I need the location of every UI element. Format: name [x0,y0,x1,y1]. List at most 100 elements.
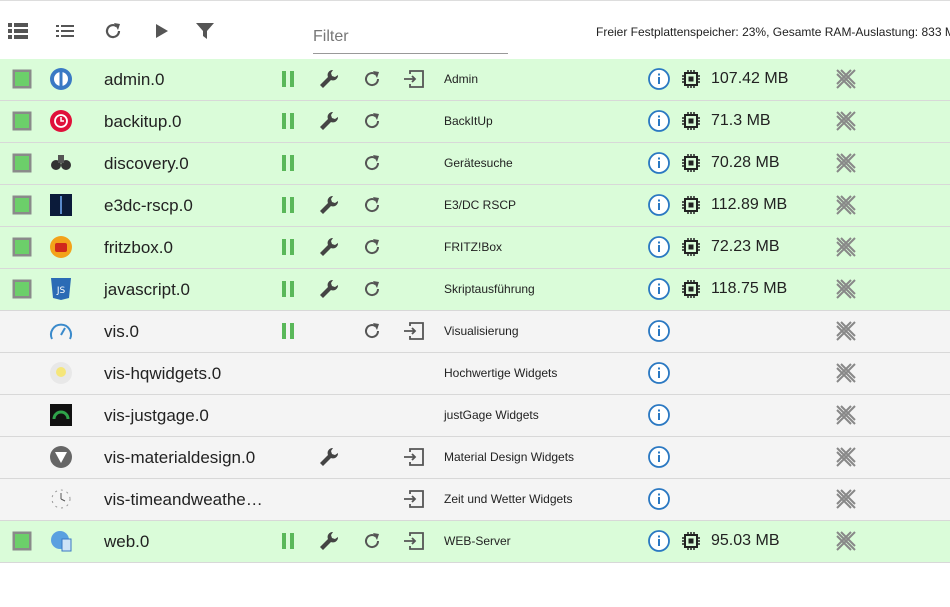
restart-button[interactable] [363,196,381,214]
instance-name: e3dc-rscp.0 [104,196,193,215]
restart-button[interactable] [363,280,381,298]
info-button[interactable] [648,110,670,132]
pause-button[interactable] [282,71,294,87]
instance-row: admin.0 Admin 107.42 MB [0,59,950,101]
delete-button[interactable] [835,236,857,258]
delete-button[interactable] [835,530,857,552]
open-link-button[interactable] [403,70,424,88]
pause-button[interactable] [282,323,294,339]
open-link-button[interactable] [403,448,424,466]
compact-view-button[interactable] [56,25,74,37]
restart-button[interactable] [363,70,381,88]
instance-row: JS javascript.0 Skriptausführung 118.75 MB [0,269,950,311]
instance-title: BackItUp [444,114,493,128]
memory-usage: 112.89 MB [711,196,788,213]
instance-name: web.0 [104,532,150,551]
open-link-button[interactable] [403,532,424,550]
instance-name: vis-justgage.0 [104,406,209,425]
memory-icon [682,154,700,172]
pause-button[interactable] [282,533,294,549]
config-button[interactable] [318,68,340,90]
info-button[interactable] [648,152,670,174]
delete-button[interactable] [835,152,857,174]
enable-checkbox[interactable] [12,531,32,551]
instance-row: vis-timeandweathe… Zeit und Wetter Widget… [0,479,950,521]
enable-checkbox[interactable] [12,279,32,299]
instance-logo [50,362,72,384]
enable-checkbox[interactable] [12,153,32,173]
memory-icon [682,70,700,88]
open-link-button[interactable] [403,490,424,508]
info-button[interactable] [648,404,670,426]
filter-input[interactable]: Filter [313,28,508,54]
instance-title: Material Design Widgets [444,450,575,464]
delete-button[interactable] [835,194,857,216]
filter-button[interactable] [196,22,214,40]
memory-usage: 95.03 MB [711,532,780,549]
enable-checkbox[interactable] [12,237,32,257]
memory-usage: 70.28 MB [711,154,780,171]
instance-logo [50,446,72,468]
restart-button[interactable] [363,238,381,256]
pause-button[interactable] [282,239,294,255]
restart-button[interactable] [363,532,381,550]
info-button[interactable] [648,530,670,552]
toolbar: Filter Freier Festplattenspeicher: 23%, … [0,0,950,59]
info-button[interactable] [648,236,670,258]
restart-button[interactable] [363,322,381,340]
instance-row: vis-materialdesign.0 Material Design Widg… [0,437,950,479]
instance-logo [50,110,72,132]
instance-name: fritzbox.0 [104,238,173,257]
instance-name: vis-timeandweathe… [104,490,263,509]
start-all-button[interactable] [155,23,169,39]
open-link-button[interactable] [403,322,424,340]
instance-row: vis.0 Visualisierung [0,311,950,353]
instance-name: backitup.0 [104,112,182,131]
delete-button[interactable] [835,446,857,468]
instance-row: web.0 WEB-Server 95.03 MB [0,521,950,563]
restart-button[interactable] [363,112,381,130]
memory-icon [682,196,700,214]
info-button[interactable] [648,362,670,384]
info-button[interactable] [648,320,670,342]
memory-usage: 107.42 MB [711,70,789,87]
pause-button[interactable] [282,113,294,129]
enable-checkbox[interactable] [12,195,32,215]
pause-button[interactable] [282,281,294,297]
pause-button[interactable] [282,155,294,171]
config-button[interactable] [318,446,340,468]
info-button[interactable] [648,278,670,300]
list-view-button[interactable] [8,23,28,39]
info-button[interactable] [648,68,670,90]
config-button[interactable] [318,110,340,132]
delete-button[interactable] [835,320,857,342]
memory-icon [682,112,700,130]
delete-button[interactable] [835,488,857,510]
info-button[interactable] [648,446,670,468]
delete-button[interactable] [835,68,857,90]
reload-button[interactable] [104,22,122,40]
instance-logo [50,323,72,340]
enable-checkbox[interactable] [12,69,32,89]
info-button[interactable] [648,194,670,216]
instance-title: Hochwertige Widgets [444,366,558,380]
delete-button[interactable] [835,404,857,426]
delete-button[interactable] [835,110,857,132]
enable-checkbox[interactable] [12,111,32,131]
config-button[interactable] [318,194,340,216]
memory-usage: 71.3 MB [711,112,771,129]
config-button[interactable] [318,530,340,552]
config-button[interactable] [318,236,340,258]
config-button[interactable] [318,278,340,300]
delete-button[interactable] [835,362,857,384]
instance-logo: JS [51,278,71,300]
restart-button[interactable] [363,154,381,172]
pause-button[interactable] [282,197,294,213]
instance-logo [50,236,72,258]
info-button[interactable] [648,488,670,510]
instance-name: vis-materialdesign.0 [104,448,256,467]
instance-logo [51,155,71,170]
delete-button[interactable] [835,278,857,300]
memory-usage: 118.75 MB [711,280,788,297]
instance-title: Skriptausführung [444,282,535,296]
